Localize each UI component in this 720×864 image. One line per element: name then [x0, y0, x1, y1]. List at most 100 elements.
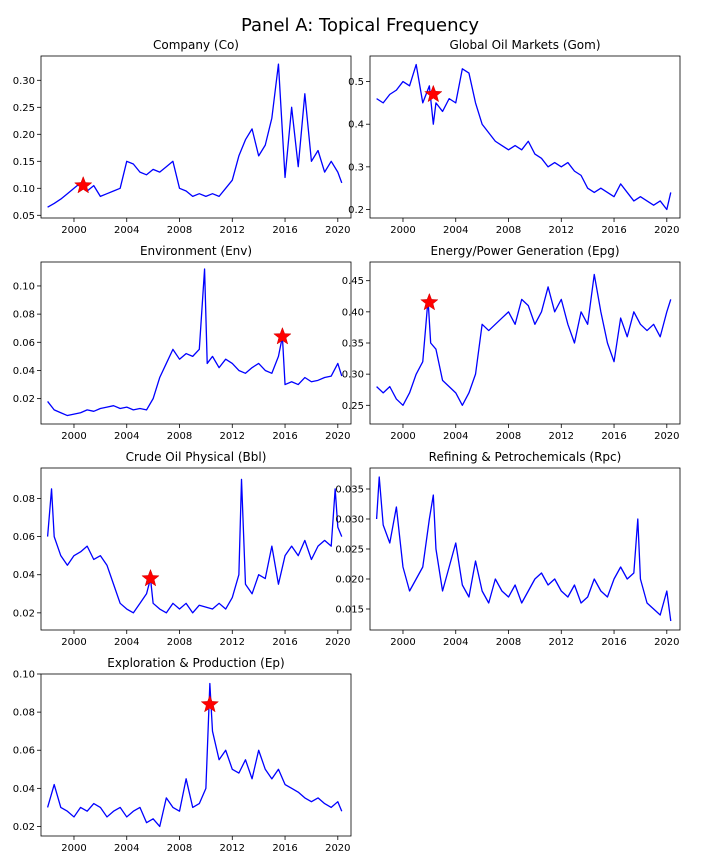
x-tick-label: 2012: [549, 431, 574, 442]
y-tick-label: 0.30: [342, 370, 364, 381]
y-tick-label: 0.05: [13, 211, 35, 222]
x-tick-label: 2000: [61, 225, 86, 236]
axes-frame-bbl: [40, 467, 352, 631]
y-tick-label: 0.02: [13, 822, 35, 833]
y-tick-label: 0.04: [13, 366, 35, 377]
x-tick-label: 2000: [61, 431, 86, 442]
panel-ep: Exploration & Production (Ep) 2000 2004 200…: [13, 656, 352, 854]
y-tick-label: 0.10: [13, 670, 35, 681]
y-tick-label: 0.06: [13, 746, 35, 757]
star-marker-ep: [200, 694, 220, 713]
star-marker-gom: [424, 84, 443, 103]
x-tick-label: 2000: [390, 637, 415, 648]
x-tick-label: 2008: [496, 225, 521, 236]
axes-frame-epg: [369, 261, 681, 425]
panel-title-gom: Global Oil Markets (Gom): [449, 38, 600, 52]
x-tick-label: 2020: [325, 637, 350, 648]
y-tick-label: 0.06: [13, 338, 35, 349]
x-tick-label: 2008: [496, 431, 521, 442]
star-marker-env: [273, 326, 292, 345]
x-tick-label: 2000: [61, 843, 86, 854]
y-tick-label: 0.25: [342, 401, 364, 412]
x-tick-label: 2020: [325, 843, 350, 854]
x-tick-label: 2020: [654, 225, 679, 236]
y-tick-label: 0.020: [335, 575, 364, 586]
y-tick-label: 0.04: [13, 570, 35, 581]
x-tick-label: 2008: [167, 637, 192, 648]
panel-title-rpc: Refining & Petrochemicals (Rpc): [429, 450, 622, 464]
panel-bbl: Crude Oil Physical (Bbl) 2000 2004 2008 2012…: [13, 450, 352, 648]
y-tick-label: 0.4: [348, 120, 364, 131]
y-tick-label: 0.08: [13, 494, 35, 505]
panel-title-env: Environment (Env): [140, 244, 252, 258]
y-tick-label: 0.015: [335, 605, 364, 616]
x-tick-label: 2016: [601, 225, 626, 236]
x-tick-label: 2004: [114, 637, 139, 648]
series-line-bbl: [46, 478, 343, 614]
x-tick-label: 2008: [496, 637, 521, 648]
x-tick-label: 2004: [114, 431, 139, 442]
y-tick-label: 0.06: [13, 532, 35, 543]
x-tick-label: 2016: [601, 637, 626, 648]
x-tick-label: 2016: [272, 225, 297, 236]
panel-co: Company (Co) 2000 2004 2008 2012 2016 2020 0.05…: [13, 38, 352, 236]
x-tick-label: 2012: [220, 637, 245, 648]
x-tick-label: 2012: [220, 843, 245, 854]
star-marker-co: [73, 175, 93, 194]
y-tick-label: 0.025: [335, 545, 364, 556]
x-tick-label: 2020: [654, 637, 679, 648]
x-tick-label: 2016: [272, 431, 297, 442]
x-tick-label: 2004: [114, 225, 139, 236]
panel-title-co: Company (Co): [153, 38, 239, 52]
y-tick-label: 0.10: [13, 281, 35, 292]
series-line-env: [47, 268, 343, 417]
x-tick-label: 2012: [549, 637, 574, 648]
x-tick-label: 2008: [167, 431, 192, 442]
series-line-co: [47, 63, 343, 208]
x-tick-label: 2016: [272, 843, 297, 854]
y-tick-label: 0.08: [13, 310, 35, 321]
axes-frame-env: [40, 261, 352, 425]
y-tick-label: 0.02: [13, 608, 35, 619]
panels: Company (Co) 2000 2004 2008 2012 2016 2020 0.05…: [13, 38, 681, 854]
y-tick-label: 0.20: [13, 130, 35, 141]
series-line-epg: [376, 273, 672, 406]
panel-env: Environment (Env) 2000 2004 2008 2012 2016 202…: [13, 244, 352, 442]
panel-title-bbl: Crude Oil Physical (Bbl): [126, 450, 267, 464]
series-line-ep: [46, 682, 343, 828]
panel-title-epg: Energy/Power Generation (Epg): [430, 244, 619, 258]
x-tick-label: 2004: [443, 431, 468, 442]
star-marker-epg: [420, 292, 439, 311]
x-tick-label: 2016: [272, 637, 297, 648]
y-tick-label: 0.035: [335, 485, 364, 496]
y-tick-label: 0.10: [13, 184, 35, 195]
x-tick-label: 2020: [325, 225, 350, 236]
x-tick-label: 2004: [443, 225, 468, 236]
x-tick-label: 2004: [443, 637, 468, 648]
x-tick-label: 2016: [601, 431, 626, 442]
x-tick-label: 2012: [220, 225, 245, 236]
x-tick-label: 2012: [549, 225, 574, 236]
axes-frame-rpc: [369, 467, 681, 631]
x-tick-label: 2012: [220, 431, 245, 442]
x-tick-label: 2008: [167, 843, 192, 854]
panel-gom: Global Oil Markets (Gom) 2000 2004 2008 2012…: [348, 38, 681, 236]
x-tick-label: 2020: [654, 431, 679, 442]
y-tick-label: 0.08: [13, 708, 35, 719]
x-tick-label: 2000: [61, 637, 86, 648]
y-tick-label: 0.40: [342, 307, 364, 318]
y-tick-label: 0.15: [13, 157, 35, 168]
panel-title-ep: Exploration & Production (Ep): [107, 656, 284, 670]
star-marker-bbl: [141, 568, 160, 587]
y-tick-label: 0.2: [348, 205, 364, 216]
x-tick-label: 2004: [114, 843, 139, 854]
figure-title: Panel A: Topical Frequency: [241, 15, 479, 36]
x-tick-label: 2020: [325, 431, 350, 442]
series-line-gom: [376, 63, 672, 211]
x-tick-label: 2000: [390, 225, 415, 236]
axes-frame-co: [40, 55, 352, 219]
y-tick-label: 0.30: [13, 76, 35, 87]
y-tick-label: 0.35: [342, 339, 364, 350]
series-line-rpc: [375, 476, 672, 622]
y-tick-label: 0.45: [342, 276, 364, 287]
